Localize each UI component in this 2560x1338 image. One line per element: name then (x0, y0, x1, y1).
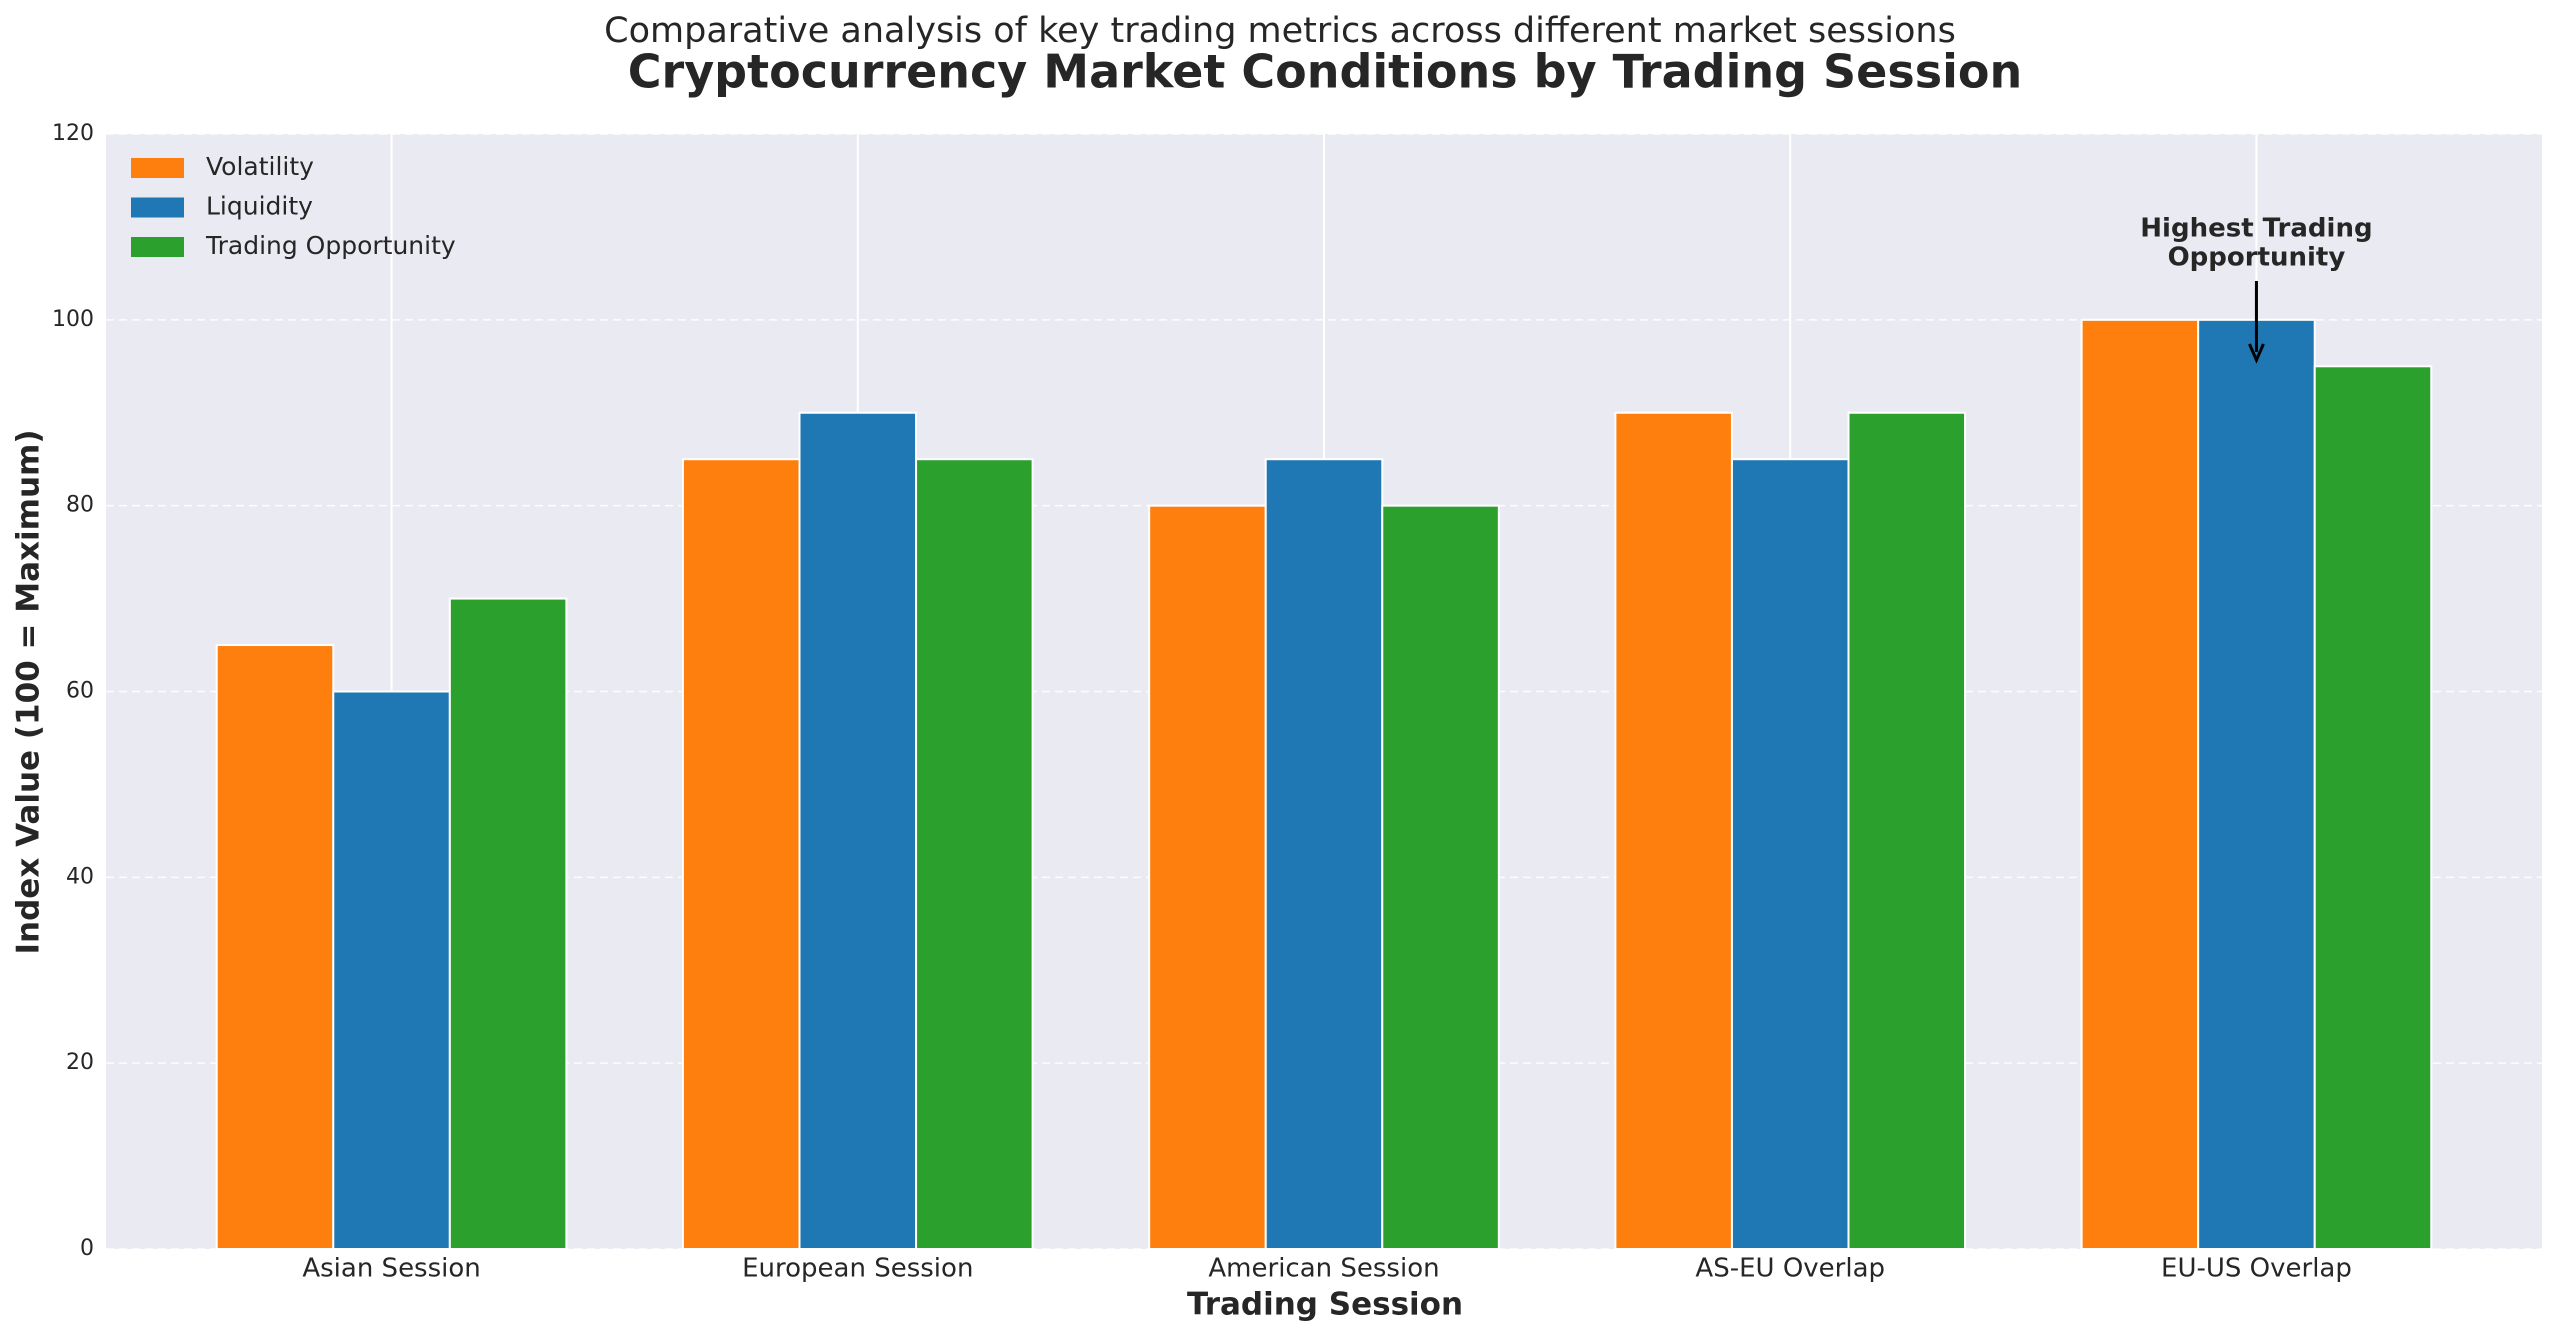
annotation-text: Highest Trading (2140, 214, 2372, 244)
bar (1730, 458, 1850, 1251)
legend-label: Liquidity (206, 192, 313, 221)
chart-title: Cryptocurrency Market Conditions by Trad… (628, 45, 2023, 99)
y-tick-label: 120 (52, 121, 94, 146)
y-tick-label: 80 (66, 493, 94, 518)
bar (2197, 318, 2316, 1251)
bar (915, 458, 1034, 1251)
y-tick-label: 40 (66, 864, 94, 889)
bar (1381, 504, 1500, 1250)
x-tick-label: Asian Session (302, 1254, 480, 1284)
annotation-arrowhead (2248, 343, 2265, 364)
bar (798, 411, 918, 1250)
x-tick-label: AS-EU Overlap (1695, 1254, 1885, 1284)
bar (1148, 504, 1267, 1250)
x-axis-label: Trading Session (1187, 1287, 1463, 1323)
bar (448, 597, 568, 1250)
bar (2313, 365, 2433, 1250)
legend-label: Trading Opportunity (205, 231, 456, 260)
bar (1847, 411, 1967, 1250)
legend-swatch (131, 197, 184, 218)
legend-label: Volatility (206, 152, 314, 181)
x-tick-label: EU-US Overlap (2161, 1254, 2352, 1284)
chart-subtitle: Comparative analysis of key trading metr… (604, 11, 1956, 51)
bar (2080, 318, 2200, 1251)
x-tick-label: American Session (1208, 1254, 1439, 1284)
bar (215, 644, 335, 1250)
annotation-text: Opportunity (2168, 243, 2346, 273)
x-tick-label: European Session (742, 1254, 973, 1284)
y-tick-label: 0 (80, 1236, 94, 1261)
legend-swatch (131, 237, 184, 257)
y-tick-label: 60 (66, 679, 94, 704)
y-tick-label: 20 (66, 1050, 94, 1075)
bar (1614, 411, 1733, 1250)
bar (681, 458, 801, 1251)
y-tick-label: 100 (52, 307, 94, 332)
legend-swatch (131, 158, 184, 178)
bar (1264, 458, 1384, 1251)
bar (332, 690, 451, 1250)
y-axis-label: Index Value (100 = Maximum) (11, 429, 47, 954)
